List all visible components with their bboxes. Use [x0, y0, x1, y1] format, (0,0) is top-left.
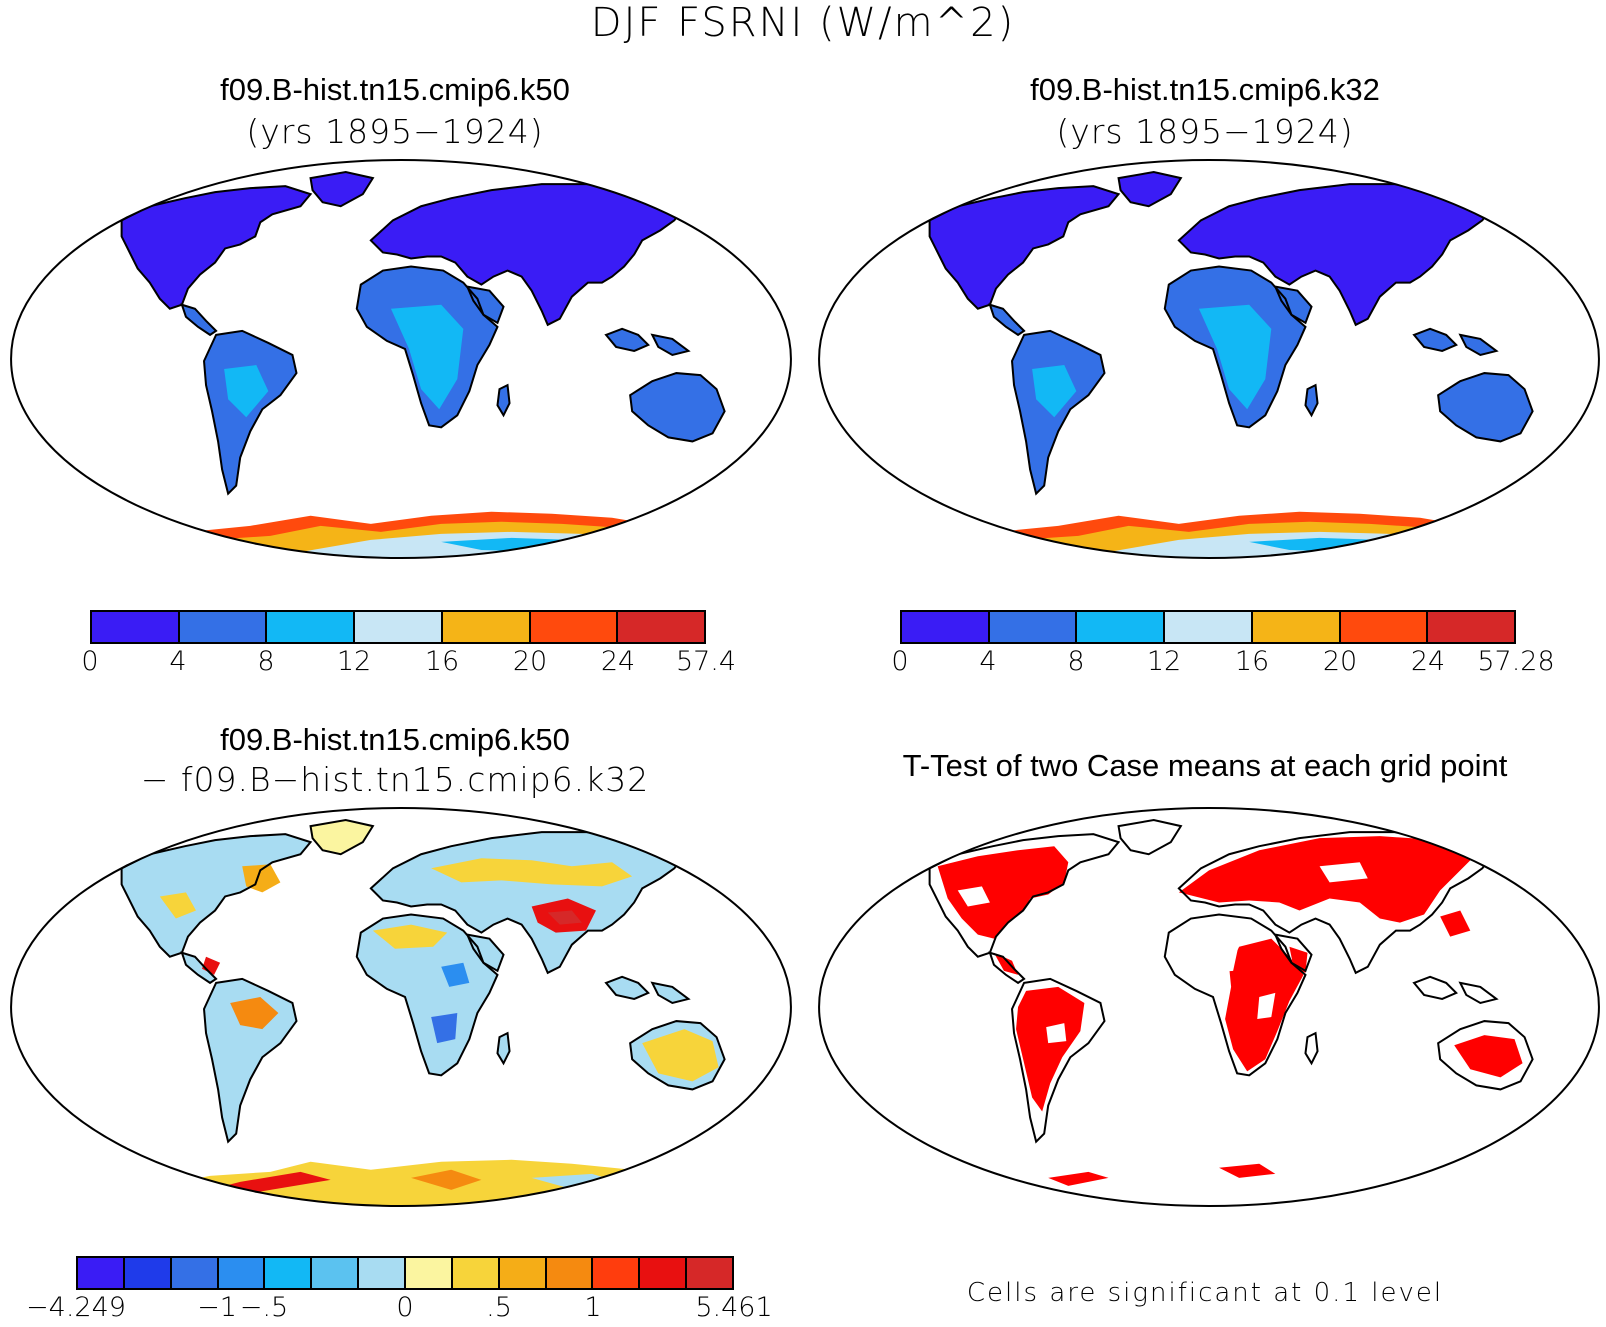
panel-title-bottom-left: f09.B-hist.tn15.cmip6.k50 — [220, 722, 570, 757]
colorbar-cell — [687, 1258, 733, 1288]
colorbar-bottom-left: −4.249 −1 −.5 0 .5 1 5.461 — [26, 1256, 773, 1326]
colorbar-tick-label: 0 — [891, 646, 909, 677]
colorbar-tick-label: −.5 — [239, 1292, 289, 1323]
colorbar-tick-label: 57.28 — [1477, 646, 1555, 677]
colorbar-top-left: 0 4 8 12 16 20 24 57.4 — [81, 610, 736, 680]
panel-subtitle-bottom-left: − f09.B−hist.tn15.cmip6.k32 — [140, 760, 650, 799]
panel-subtitle-top-right: (yrs 1895−1924) — [1056, 112, 1354, 151]
colorbar-cell — [1165, 612, 1253, 642]
colorbar-cell — [179, 612, 268, 642]
colorbar-cell — [442, 612, 531, 642]
colorbar-tick-label: 1 — [584, 1292, 602, 1323]
colorbar-tick-label: −4.249 — [26, 1292, 126, 1323]
colorbar-cell — [1428, 612, 1515, 642]
significance-note: Cells are significant at 0.1 level — [966, 1278, 1444, 1308]
colorbar-cell — [171, 1258, 219, 1288]
colorbar-tick-label: 20 — [512, 646, 548, 677]
colorbar-tick-label: 4 — [979, 646, 997, 677]
colorbar-cell — [78, 1258, 125, 1288]
colorbar-tick-label: 12 — [1146, 646, 1182, 677]
colorbar-cell — [359, 1258, 407, 1288]
colorbar-tick-label: 16 — [1234, 646, 1270, 677]
panel-title-top-right: f09.B-hist.tn15.cmip6.k32 — [1030, 72, 1380, 107]
colorbar-tick-label: 8 — [257, 646, 275, 677]
colorbar-cell — [902, 612, 990, 642]
colorbar-cell — [452, 1258, 500, 1288]
colorbar-tick-label: 57.4 — [675, 646, 737, 677]
colorbar-tick-label: 16 — [424, 646, 460, 677]
colorbar-cell — [989, 612, 1078, 642]
colorbar-cell — [618, 612, 705, 642]
colorbar-cell — [218, 1258, 266, 1288]
panel-subtitle-top-left: (yrs 1895−1924) — [246, 112, 544, 151]
panel-title-top-left: f09.B-hist.tn15.cmip6.k50 — [220, 72, 570, 107]
colorbar-tick-label: 24 — [1410, 646, 1446, 677]
colorbar-cell — [640, 1258, 688, 1288]
colorbar-cell — [265, 1258, 313, 1288]
colorbar-cell — [312, 1258, 360, 1288]
colorbar-tick-label: 20 — [1322, 646, 1358, 677]
colorbar-tick-label: 5.461 — [695, 1292, 773, 1323]
map-bottom-right — [818, 807, 1600, 1207]
colorbar-tick-label: 0 — [396, 1292, 414, 1323]
colorbar-cell — [406, 1258, 453, 1288]
colorbar-cell — [530, 612, 619, 642]
figure-title: DJF FSRNI (W/m^2) — [590, 0, 1016, 46]
map-bottom-left — [10, 807, 792, 1207]
colorbar-tick-label: .5 — [486, 1292, 512, 1323]
panel-title-bottom-right: T-Test of two Case means at each grid po… — [902, 748, 1508, 783]
colorbar-cell — [92, 612, 180, 642]
colorbar-tick-label: 4 — [169, 646, 187, 677]
colorbar-tick-label: −1 — [197, 1292, 237, 1323]
colorbar-cell — [267, 612, 356, 642]
colorbar-top-right: 0 4 8 12 16 20 24 57.28 — [891, 610, 1555, 680]
colorbar-cell — [124, 1258, 172, 1288]
colorbar-cell — [1340, 612, 1429, 642]
colorbar-tick-label: 24 — [600, 646, 636, 677]
colorbar-tick-label: 8 — [1067, 646, 1085, 677]
colorbar-tick-label: 0 — [81, 646, 99, 677]
colorbar-cell — [546, 1258, 594, 1288]
colorbar-cell — [1077, 612, 1166, 642]
colorbar-cell — [355, 612, 443, 642]
map-top-left — [10, 159, 792, 559]
colorbar-cell — [1252, 612, 1341, 642]
colorbar-cell — [499, 1258, 547, 1288]
colorbar-cell — [593, 1258, 641, 1288]
colorbar-tick-label: 12 — [336, 646, 372, 677]
map-top-right — [818, 159, 1600, 559]
